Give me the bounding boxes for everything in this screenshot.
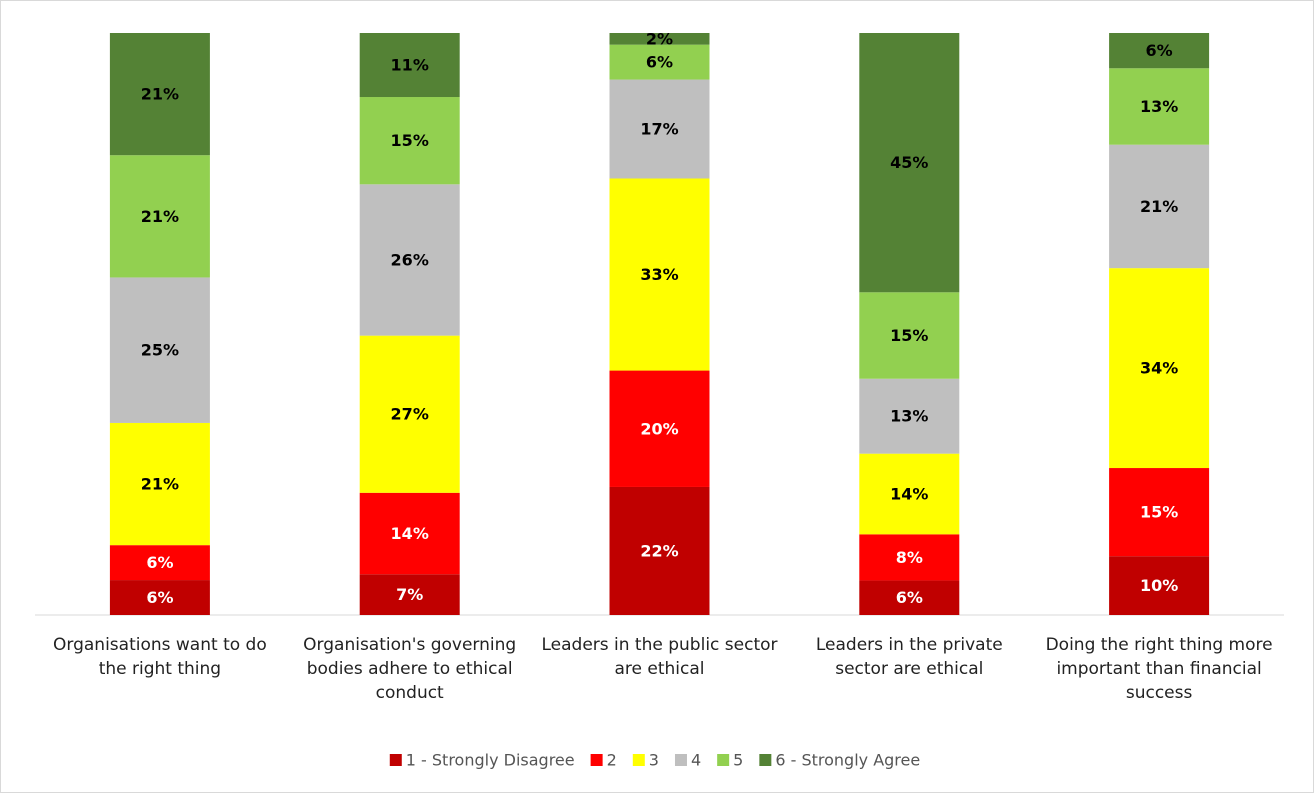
bar-segment xyxy=(1109,468,1210,557)
legend-swatch xyxy=(389,754,402,766)
x-tick-label: Organisation's governing bodies adhere t… xyxy=(303,635,517,703)
bar-segment xyxy=(859,378,960,454)
data-label: 20% xyxy=(640,419,678,438)
bar-segment xyxy=(609,33,710,45)
bar-segment xyxy=(859,534,960,581)
x-tick-label: Leaders in the public sector are ethical xyxy=(541,635,778,679)
x-tick-label: Leaders in the private sector are ethica… xyxy=(815,635,1003,679)
data-label: 6% xyxy=(146,553,173,572)
legend-label: 5 xyxy=(733,751,743,770)
legend-swatch xyxy=(674,754,687,766)
data-label: 13% xyxy=(890,407,928,426)
data-label: 15% xyxy=(391,131,429,150)
data-label: 45% xyxy=(890,153,928,172)
bar-segment xyxy=(1109,268,1210,469)
legend-label: 6 - Strongly Agree xyxy=(775,751,920,770)
bar-segment xyxy=(359,97,460,185)
bar-segment xyxy=(859,33,960,293)
bar-segment xyxy=(859,453,960,535)
bar-segment xyxy=(359,33,460,98)
data-label: 6% xyxy=(1146,41,1173,60)
legend-label: 1 - Strongly Disagree xyxy=(406,751,575,770)
data-label: 22% xyxy=(640,541,678,560)
bar-segment xyxy=(109,155,210,278)
bar-segment xyxy=(359,492,460,575)
x-tick-label: Doing the right thing more important tha… xyxy=(1045,635,1273,703)
data-label: 21% xyxy=(141,85,179,104)
bar-segment xyxy=(109,580,210,615)
bar-segment xyxy=(1109,33,1210,69)
bar-segment xyxy=(359,335,460,493)
data-label: 21% xyxy=(141,475,179,494)
data-label: 14% xyxy=(890,484,928,503)
data-label: 15% xyxy=(890,326,928,345)
data-label: 25% xyxy=(141,341,179,360)
data-label: 13% xyxy=(1140,97,1178,116)
bar-segment xyxy=(109,33,210,156)
data-label: 26% xyxy=(391,250,429,269)
bar-segment xyxy=(109,545,210,581)
bar-segment xyxy=(109,277,210,423)
legend-swatch xyxy=(590,754,603,766)
legend-swatch xyxy=(759,754,772,766)
data-label: 2% xyxy=(646,29,673,48)
data-label: 8% xyxy=(896,548,923,567)
legend-label: 4 xyxy=(691,751,701,770)
data-label: 33% xyxy=(640,265,678,284)
bar-segment xyxy=(609,370,710,487)
data-label: 7% xyxy=(396,585,423,604)
legend-swatch xyxy=(632,754,645,766)
legend-label: 2 xyxy=(607,751,617,770)
bar-segment xyxy=(609,178,710,371)
bar-segment xyxy=(609,486,710,615)
bar-segment xyxy=(859,580,960,615)
data-label: 17% xyxy=(640,120,678,139)
data-label: 6% xyxy=(646,53,673,72)
bar-segment xyxy=(859,292,960,379)
legend-label: 3 xyxy=(649,751,659,770)
data-label: 34% xyxy=(1140,359,1178,378)
bar-segment xyxy=(1109,144,1210,269)
data-label: 15% xyxy=(1140,503,1178,522)
data-label: 11% xyxy=(391,56,429,75)
bar-segment xyxy=(1109,556,1210,615)
bar-segment xyxy=(359,184,460,336)
data-label: 27% xyxy=(391,405,429,424)
data-label: 6% xyxy=(896,588,923,607)
bar-segment xyxy=(609,79,710,179)
data-label: 14% xyxy=(391,524,429,543)
x-tick-label: Organisations want to do the right thing xyxy=(53,635,267,679)
bar-segment xyxy=(1109,68,1210,145)
bar-segment xyxy=(359,574,460,615)
data-label: 10% xyxy=(1140,576,1178,595)
data-label: 21% xyxy=(141,207,179,226)
bar-segment xyxy=(109,422,210,546)
data-label: 6% xyxy=(146,588,173,607)
legend-swatch xyxy=(717,754,730,766)
bar-segment xyxy=(609,44,710,80)
data-label: 21% xyxy=(1140,197,1178,216)
